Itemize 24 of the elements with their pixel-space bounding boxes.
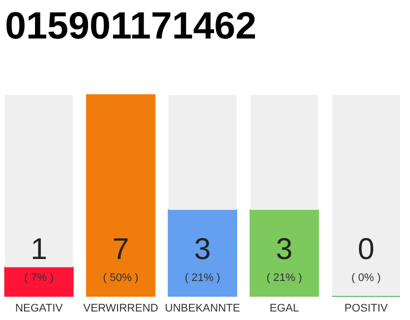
data-label: 0 [358,233,374,266]
bar [250,95,318,210]
annotation: ( 7% ) [24,272,54,284]
data-label: 7 [112,233,130,266]
x-tick-label: NEGATIV [15,302,64,314]
data-label: 3 [194,233,211,266]
bar [250,209,319,297]
annotation: ( 50% ) [102,272,138,284]
data-label: 1 [30,233,48,266]
bar [168,209,238,297]
bar [168,95,236,210]
annotation: ( 21% ) [184,272,220,284]
x-tick-label: EGAL [270,302,299,314]
x-tick-label: POSITIV [344,302,388,314]
annotation: ( 0% ) [351,272,381,284]
bar [332,95,400,296]
bar [4,266,74,297]
annotation: ( 21% ) [266,272,302,284]
x-tick-label: VERWIRREND [83,302,158,314]
x-tick-label: UNBEKANNTE [164,302,240,314]
chart-title: 015901171462 [5,5,257,48]
data-label: 3 [276,233,293,266]
bar [86,94,156,297]
bar [5,95,73,268]
